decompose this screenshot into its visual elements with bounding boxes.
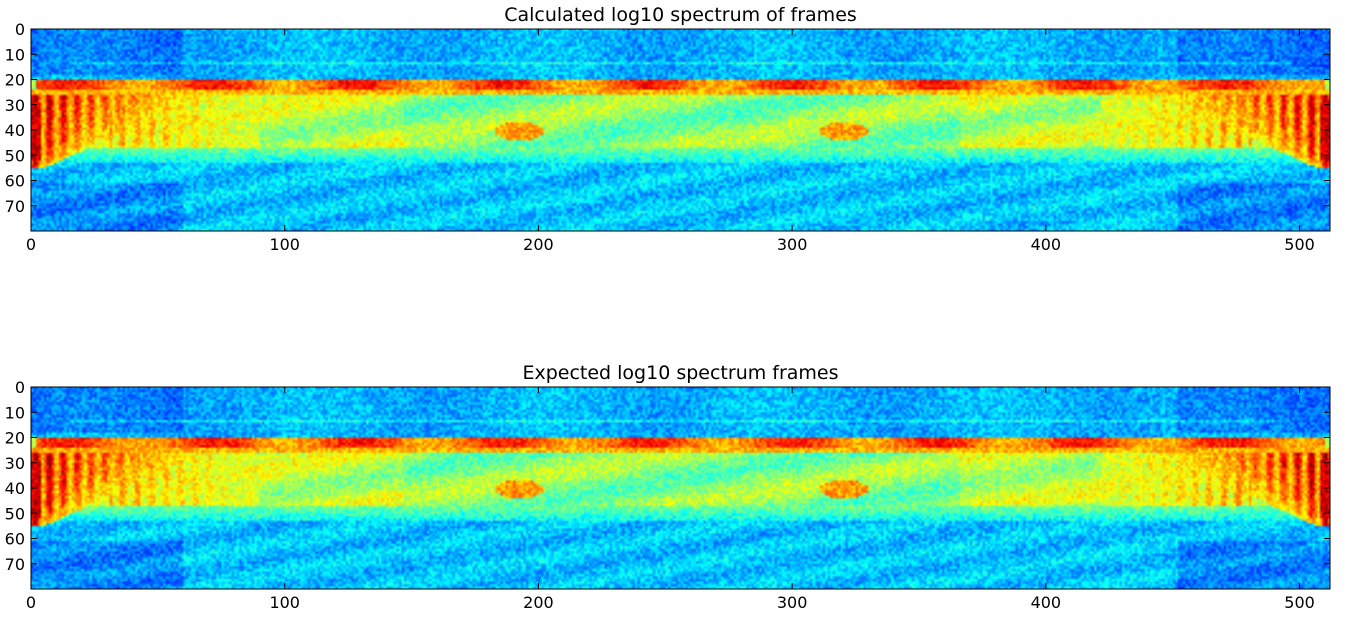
y-tick-label: 40 bbox=[5, 121, 25, 140]
x-tick-label: 0 bbox=[26, 593, 36, 612]
y-tick-label: 0 bbox=[15, 20, 25, 39]
x-tick-label: 500 bbox=[1284, 593, 1315, 612]
heatmap-image bbox=[31, 29, 1330, 231]
y-tick-label: 10 bbox=[5, 403, 25, 422]
chart-title: Expected log10 spectrum frames bbox=[522, 362, 838, 384]
y-tick-label: 20 bbox=[5, 71, 25, 90]
y-tick-label: 30 bbox=[5, 96, 25, 115]
y-tick-label: 50 bbox=[5, 504, 25, 523]
x-tick-label: 0 bbox=[26, 235, 36, 254]
y-tick-label: 60 bbox=[5, 172, 25, 191]
x-tick-label: 200 bbox=[523, 235, 554, 254]
y-tick-label: 70 bbox=[5, 555, 25, 574]
y-tick-label: 40 bbox=[5, 479, 25, 498]
x-tick-label: 100 bbox=[269, 593, 300, 612]
y-tick-label: 60 bbox=[5, 530, 25, 549]
y-tick-label: 10 bbox=[5, 45, 25, 64]
x-tick-label: 400 bbox=[1031, 235, 1062, 254]
y-tick-label: 30 bbox=[5, 454, 25, 473]
y-tick-label: 20 bbox=[5, 429, 25, 448]
x-tick-label: 300 bbox=[777, 235, 808, 254]
y-tick-label: 70 bbox=[5, 197, 25, 216]
x-tick-label: 300 bbox=[777, 593, 808, 612]
chart-title: Calculated log10 spectrum of frames bbox=[504, 4, 857, 26]
x-tick-label: 400 bbox=[1031, 593, 1062, 612]
y-tick-label: 0 bbox=[15, 378, 25, 397]
heatmap-image bbox=[31, 387, 1330, 589]
x-tick-label: 100 bbox=[269, 235, 300, 254]
x-tick-label: 200 bbox=[523, 593, 554, 612]
y-tick-label: 50 bbox=[5, 146, 25, 165]
x-tick-label: 500 bbox=[1284, 235, 1315, 254]
